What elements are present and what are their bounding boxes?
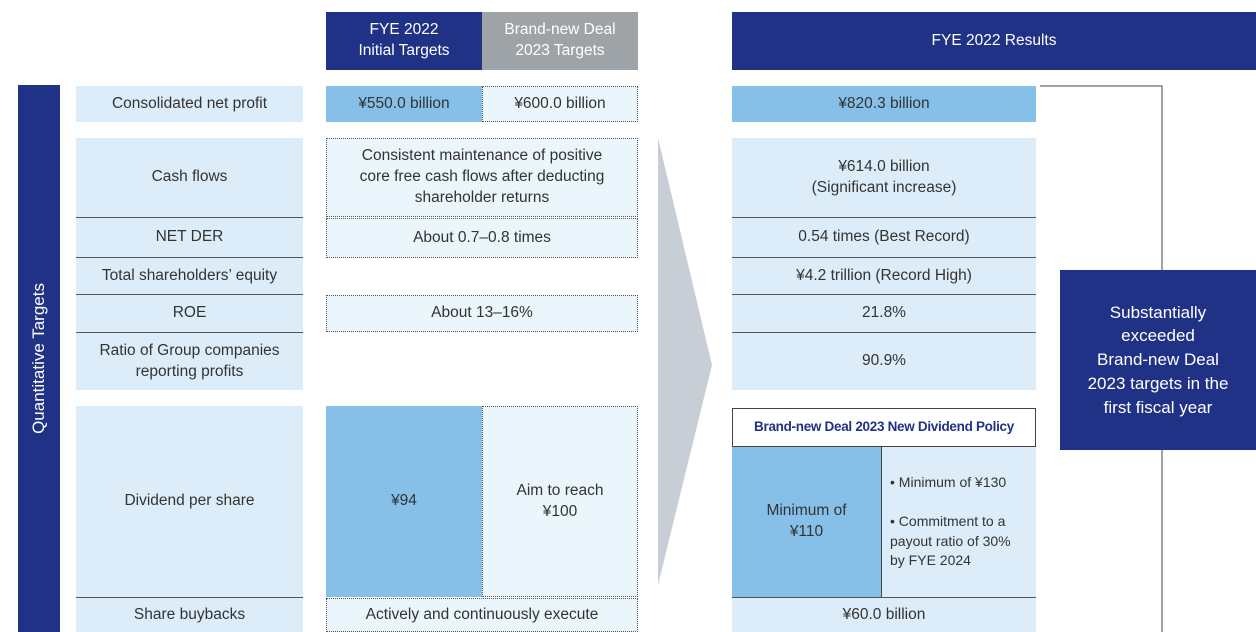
- result: ¥614.0 billion (Significant increase): [732, 138, 1036, 217]
- separator: [76, 294, 303, 295]
- conclusion: Substantially exceeded Brand-new Deal 20…: [1060, 270, 1256, 450]
- new-deal-target: Aim to reach ¥100: [482, 406, 638, 597]
- header-results: FYE 2022 Results: [732, 12, 1256, 70]
- policy-minimum: Minimum of ¥110: [732, 447, 882, 597]
- row-label: Ratio of Group companies reporting profi…: [76, 333, 303, 390]
- header-new-deal: Brand-new Deal 2023 Targets: [482, 12, 638, 70]
- separator: [732, 217, 1036, 218]
- row-label: NET DER: [76, 218, 303, 257]
- separator: [732, 257, 1036, 258]
- result: ¥820.3 billion: [732, 86, 1036, 122]
- result: ¥60.0 billion: [732, 598, 1036, 632]
- initial-target: ¥94: [326, 406, 482, 597]
- target: About 13–16%: [326, 295, 638, 332]
- separator: [76, 332, 303, 333]
- row-label: Dividend per share: [76, 406, 303, 597]
- bullet: Commitment to a payout ratio of 30% by F…: [890, 512, 1011, 571]
- target: Actively and continuously execute: [326, 598, 638, 632]
- separator: [732, 332, 1036, 333]
- row-label: Cash flows: [76, 138, 303, 217]
- policy-bullets: Minimum of ¥130 Commitment to a payout r…: [882, 447, 1036, 597]
- policy-title: Brand-new Deal 2023 New Dividend Policy: [732, 408, 1036, 447]
- result: ¥4.2 trillion (Record High): [732, 258, 1036, 294]
- target: Consistent maintenance of positive core …: [326, 138, 638, 217]
- separator: [76, 597, 303, 598]
- separator: [732, 294, 1036, 295]
- side-bar: Quantitative Targets: [18, 85, 60, 632]
- new-deal-target: ¥600.0 billion: [482, 86, 638, 122]
- separator: [732, 597, 1036, 598]
- separator: [76, 257, 303, 258]
- result: 90.9%: [732, 333, 1036, 390]
- header-initial: FYE 2022 Initial Targets: [326, 12, 482, 70]
- bracket-line: [1040, 85, 1163, 270]
- result: 0.54 times (Best Record): [732, 218, 1036, 257]
- side-label: Quantitative Targets: [28, 283, 48, 434]
- initial-target: ¥550.0 billion: [326, 86, 482, 122]
- row-label: Total shareholders’ equity: [76, 258, 303, 294]
- separator: [76, 217, 303, 218]
- bracket: [1040, 85, 1163, 632]
- row-label: ROE: [76, 295, 303, 332]
- row-label: Consolidated net profit: [76, 86, 303, 122]
- target: About 0.7–0.8 times: [326, 218, 638, 258]
- result: 21.8%: [732, 295, 1036, 332]
- arrow: [658, 138, 712, 585]
- bullet-list: Minimum of ¥130 Commitment to a payout r…: [890, 453, 1011, 590]
- row-label: Share buybacks: [76, 598, 303, 632]
- bullet: Minimum of ¥130: [890, 473, 1011, 493]
- arrow-shape: [658, 138, 712, 585]
